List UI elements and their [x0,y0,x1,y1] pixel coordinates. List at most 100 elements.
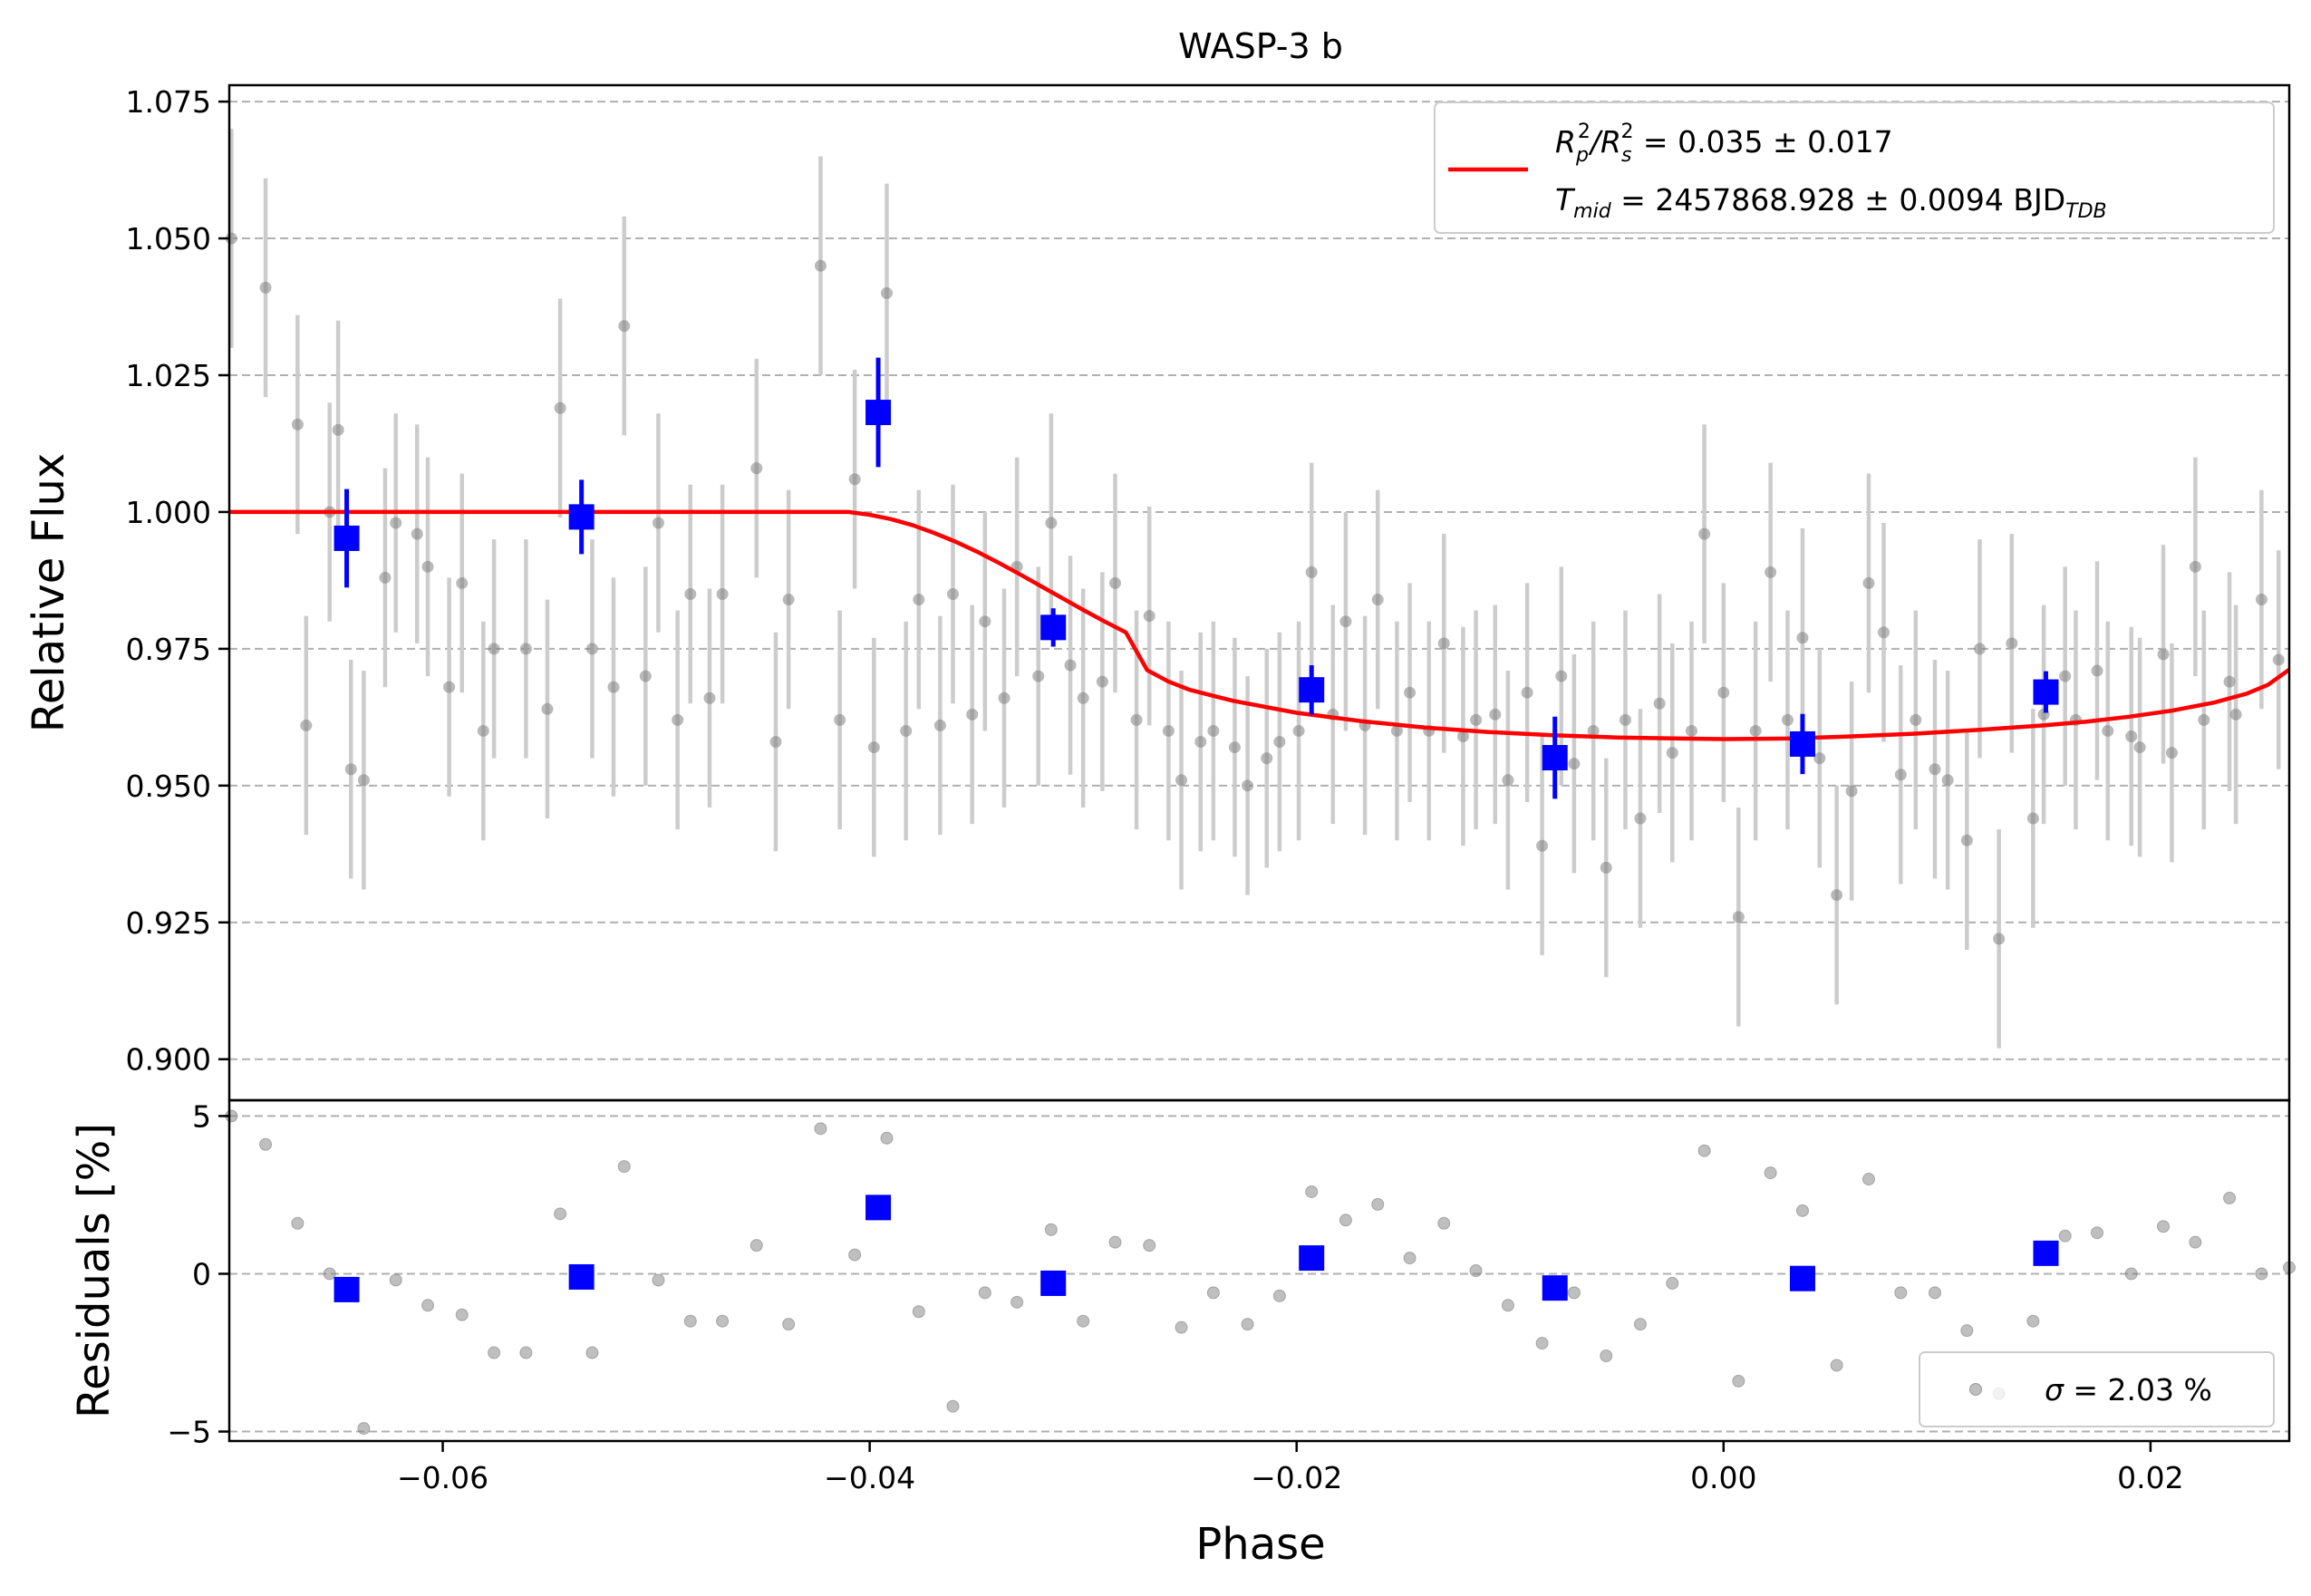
flux-data-point [1619,713,1631,726]
flux-errorbars [229,129,2281,1049]
flux-data-point [1130,713,1143,726]
flux-data-point [1941,774,1954,787]
residual-data-point [1600,1349,1613,1362]
flux-data-point [979,615,991,628]
flux-data-point [1600,861,1612,874]
residual-data-point [814,1122,827,1136]
residual-data-point [782,1318,796,1331]
residual-data-point [455,1308,469,1321]
residual-data-point [1241,1318,1254,1331]
flux-data-point [1813,752,1826,765]
flux-data-point [1305,566,1318,578]
flux-data-point [1929,763,1941,776]
flux-data-points [225,232,2285,945]
flux-data-point [900,724,913,737]
flux-binned-point [865,400,892,426]
flux-data-point [1228,741,1241,754]
flux-data-point [259,281,272,294]
flux-data-point [1732,911,1745,924]
flux-y-tick-label: 1.050 [126,221,211,256]
residual-data-point [2091,1226,2104,1240]
flux-data-point [2006,637,2018,650]
residual-data-point [585,1346,599,1359]
flux-binned-points [334,357,2059,799]
flux-data-point [1194,736,1207,749]
flux-data-point [357,774,370,787]
residual-data-point [617,1160,631,1174]
transit-model-curve [229,509,2291,741]
flux-data-point [1175,774,1188,787]
flux-y-tick-label: 1.025 [126,358,211,393]
residual-data-point [421,1299,435,1312]
flux-data-point [2026,812,2039,825]
flux-data-point [750,462,763,475]
flux-data-point [1371,594,1384,606]
flux-data-point [639,670,652,682]
flux-binned-point [1040,614,1067,641]
flux-data-point [1960,834,1973,846]
flux-data-point [652,517,664,529]
flux-data-point [1521,686,1533,699]
residual-data-point [1535,1337,1549,1350]
residual-data-point [1371,1197,1385,1211]
flux-binned-point [568,504,595,530]
residual-data-point [1469,1264,1483,1277]
transit-model [229,509,2291,741]
residual-data-point [1403,1252,1417,1265]
residual-data-point [1437,1216,1451,1230]
residual-data-point [683,1314,697,1328]
flux-data-point [1064,659,1077,672]
residual-binned-point [334,1276,360,1302]
residual-data-point [1732,1374,1745,1388]
flux-y-tick-label: 1.000 [126,495,211,530]
residual-data-point [1666,1276,1679,1290]
flux-y-tick-label: 0.925 [126,905,211,941]
legend-residual-sigma: σ = 2.03 % [2045,1372,2212,1407]
flux-y-tick-label: 0.900 [126,1042,211,1078]
flux-data-point [2229,708,2242,721]
flux-data-point [2157,648,2170,661]
flux-y-tick-label: 1.075 [126,84,211,120]
flux-data-point [684,588,697,601]
residuals-y-tick-label: 5 [192,1098,211,1134]
residual-data-point [1175,1320,1188,1334]
residual-data-point [946,1399,960,1413]
flux-data-point [1456,730,1469,742]
residual-data-point [1010,1295,1024,1309]
flux-data-point [1862,576,1875,589]
residual-data-point [357,1422,371,1436]
residual-data-point [652,1273,665,1287]
residuals-binned-points [334,1195,2059,1302]
flux-data-point [1045,517,1058,529]
flux-data-point [998,692,1010,704]
flux-data-point [1587,724,1600,737]
flux-data-point [1698,527,1711,540]
flux-data-point [1666,747,1678,759]
residual-data-point [291,1216,305,1230]
flux-data-point [332,423,344,436]
flux-data-point [716,588,729,601]
flux-data-point [1470,713,1483,726]
residual-data-point [1928,1286,1941,1300]
flux-data-point [456,576,469,589]
flux-data-point [1536,839,1549,852]
flux-data-point [1390,724,1403,737]
flux-data-point [1162,724,1175,737]
residual-data-point [912,1305,925,1319]
flux-data-point [443,681,456,693]
flux-data-point [344,763,357,776]
residual-data-point [1108,1235,1122,1249]
residual-data-point [323,1267,336,1281]
residual-data-point [2223,1191,2237,1204]
flux-data-point [1077,692,1089,704]
phase-x-tick-label: −0.06 [397,1460,488,1495]
residual-data-point [2189,1235,2202,1249]
phase-x-tick-label: −0.02 [1251,1460,1342,1495]
residual-data-point [519,1346,533,1359]
residual-binned-point [1299,1245,1325,1272]
flux-data-point [966,708,979,721]
flux-data-point [1910,713,1922,726]
flux-data-point [1831,889,1843,902]
flux-data-point [1489,708,1502,721]
flux-y-tick-label: 0.975 [126,632,211,667]
